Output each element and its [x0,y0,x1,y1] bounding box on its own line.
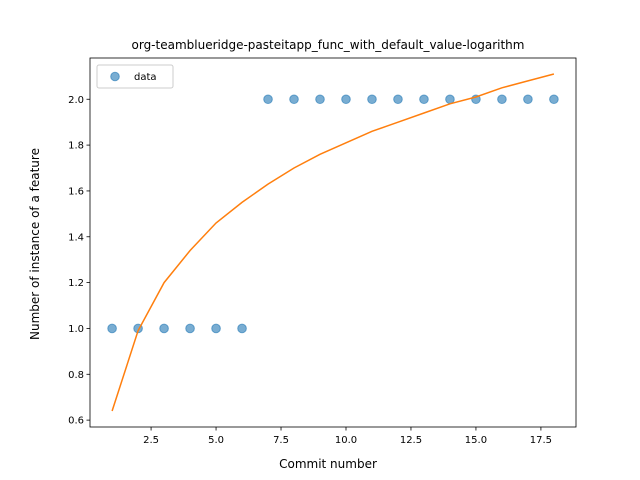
y-tick-label: 1.2 [68,278,84,289]
y-axis: 0.6 0.8 1.0 1.2 1.4 1.6 1.8 2.0 [68,95,90,427]
x-axis-label: Commit number [279,457,377,471]
legend-label: data [134,72,157,83]
fit-line [111,73,555,412]
x-tick-label: 2.5 [143,435,159,446]
y-tick-label: 1.6 [68,186,84,197]
x-tick-label: 5.0 [208,435,224,446]
x-axis: 2.5 5.0 7.5 10.0 12.5 15.0 17.5 [143,427,552,446]
data-point [419,94,429,105]
data-point [393,94,403,105]
data-point [367,94,377,105]
y-tick-label: 2.0 [68,95,84,106]
data-point [289,94,299,105]
plot-background [90,58,576,427]
data-point [523,94,533,105]
legend-marker [110,71,120,82]
chart-title: org-teamblueridge-pasteitapp_func_with_d… [132,38,525,52]
data-point [263,94,273,105]
y-axis-label: Number of instance of a feature [28,148,42,340]
x-tick-label: 15.0 [465,435,487,446]
y-tick-label: 1.0 [68,324,84,335]
data-point [315,94,325,105]
data-point [341,94,351,105]
data-point [237,323,247,334]
y-tick-label: 1.4 [68,232,84,243]
data-point [107,323,117,334]
y-tick-label: 0.8 [68,370,84,381]
legend: data [96,64,174,89]
data-point [159,323,169,334]
data-point [497,94,507,105]
x-tick-label: 7.5 [273,435,289,446]
x-tick-label: 12.5 [400,435,422,446]
y-tick-label: 1.8 [68,141,84,152]
data-point [549,94,559,105]
axes-frame [89,57,577,428]
data-point [185,323,195,334]
data-point [211,323,221,334]
x-tick-label: 17.5 [530,435,552,446]
plot-area [89,57,577,428]
legend-box [96,64,174,89]
y-tick-label: 0.6 [68,416,84,427]
x-tick-label: 10.0 [335,435,357,446]
